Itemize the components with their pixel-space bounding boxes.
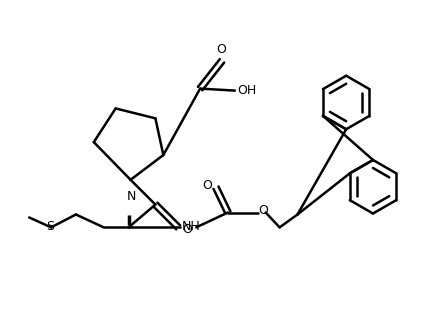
Text: O: O [258, 204, 268, 217]
Text: N: N [127, 190, 136, 203]
Text: O: O [182, 223, 192, 236]
Text: OH: OH [237, 84, 256, 97]
Text: O: O [202, 179, 211, 192]
Text: S: S [46, 220, 54, 233]
Text: O: O [216, 43, 225, 56]
Text: NH: NH [182, 220, 201, 233]
